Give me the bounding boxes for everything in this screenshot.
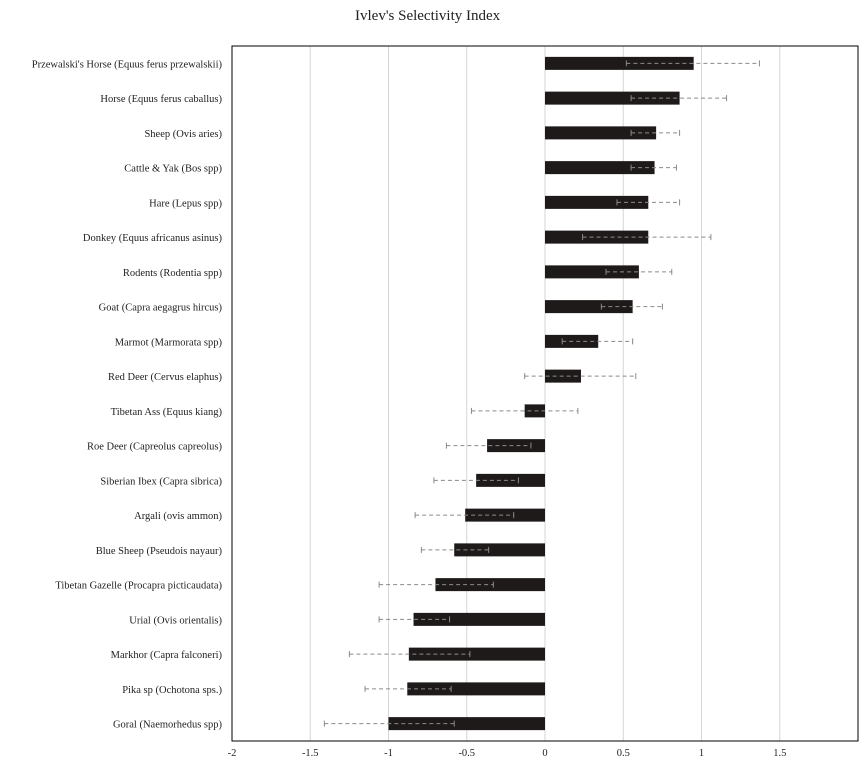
category-label: Cattle & Yak (Bos spp) [124, 164, 222, 175]
bar [388, 717, 545, 731]
bar [465, 508, 545, 522]
bar [545, 161, 655, 175]
category-label: Pika sp (Ochotona sps.) [122, 685, 222, 696]
category-label: Horse (Equus ferus caballus) [100, 94, 222, 105]
category-label: Argali (ovis ammon) [134, 511, 222, 522]
category-label: Przewalski's Horse (Equus ferus przewals… [32, 59, 223, 70]
category-label: Goral (Naemorhedus spp) [113, 720, 223, 731]
category-label: Markhor (Capra falconeri) [111, 650, 223, 661]
x-tick-label: -2 [228, 748, 237, 759]
category-label: Urial (Ovis orientalis) [129, 615, 222, 626]
bar [435, 578, 545, 592]
category-label: Siberian Ibex (Capra sibrica) [100, 476, 222, 487]
chart-title: Ivlev's Selectivity Index [355, 8, 501, 24]
category-labels: Przewalski's Horse (Equus ferus przewals… [32, 59, 223, 730]
category-label: Rodents (Rodentia spp) [123, 268, 223, 279]
x-tick-label: -1 [384, 748, 393, 759]
category-label: Tibetan Gazelle (Procapra picticaudata) [55, 581, 222, 592]
bar [545, 195, 649, 209]
category-label: Sheep (Ovis aries) [144, 129, 222, 140]
bar [545, 126, 657, 140]
bar [545, 265, 639, 279]
bar [407, 682, 545, 696]
category-label: Tibetan Ass (Equus kiang) [111, 407, 223, 418]
plot-frame [231, 45, 859, 742]
x-tick-label: 0.5 [617, 748, 630, 759]
bar [545, 91, 680, 105]
bar [545, 56, 694, 70]
x-tick-labels: -2 -1.5 -1 -0.5 0 0.5 1 1.5 [228, 748, 787, 759]
category-label: Blue Sheep (Pseudois nayaur) [96, 546, 223, 557]
category-label: Goat (Capra aegagrus hircus) [99, 303, 223, 314]
x-tick-label: 1 [699, 748, 704, 759]
bars-group [388, 56, 694, 731]
x-tick-label: 1.5 [773, 748, 786, 759]
category-label: Roe Deer (Capreolus capreolus) [87, 442, 222, 453]
bar [476, 473, 545, 487]
x-tick-label: -1.5 [302, 748, 319, 759]
bar [454, 543, 545, 557]
category-label: Red Deer (Cervus elaphus) [108, 372, 223, 383]
error-bars-group [323, 60, 760, 727]
grid-lines [309, 46, 781, 741]
category-label: Marmot (Marmorata spp) [115, 337, 223, 348]
bar [545, 300, 633, 314]
category-label: Hare (Lepus spp) [149, 198, 222, 209]
category-label: Donkey (Equus africanus asinus) [83, 233, 223, 244]
bar [408, 647, 545, 661]
x-tick-label: -0.5 [458, 748, 475, 759]
x-tick-label: 0 [542, 748, 547, 759]
bar [413, 612, 545, 626]
bar [487, 439, 545, 453]
